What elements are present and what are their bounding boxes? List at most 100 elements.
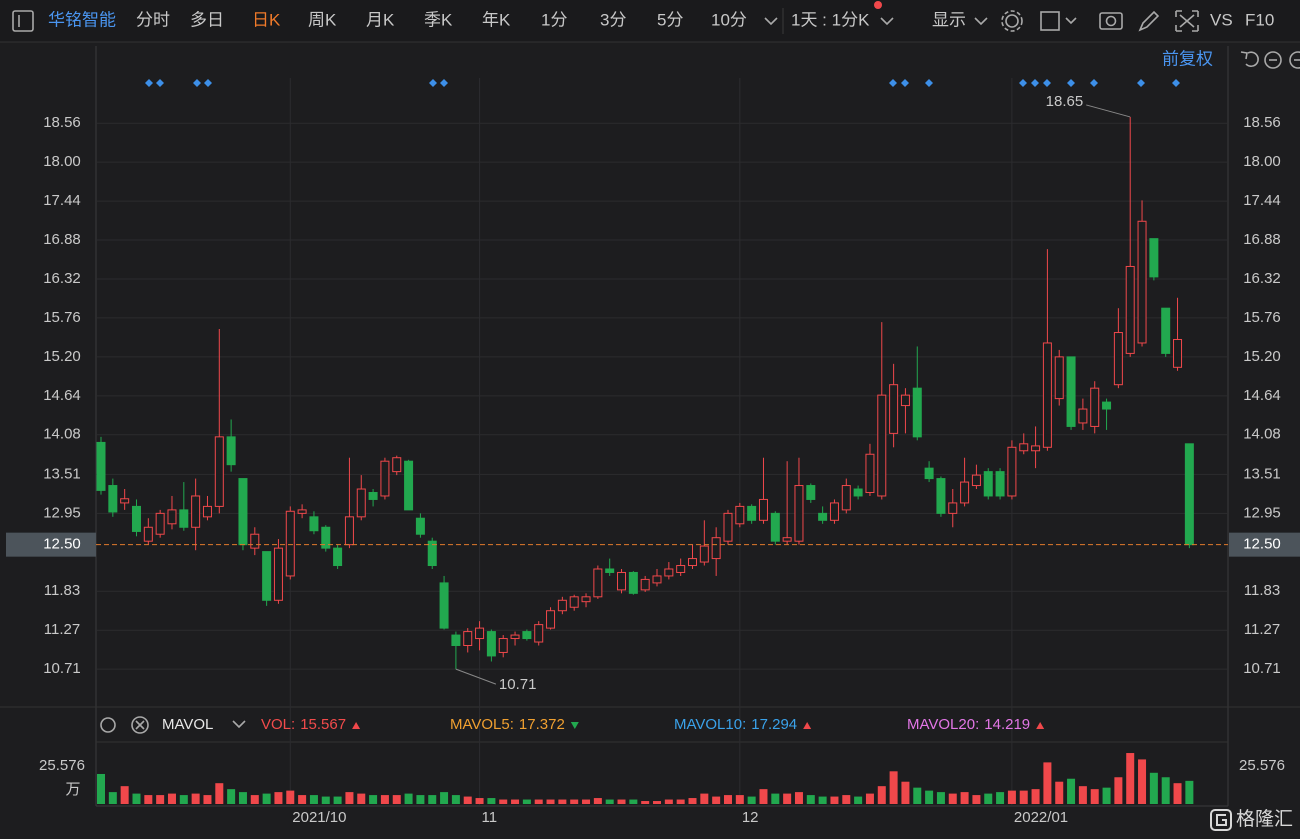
candle-body [155,512,165,535]
y-tick-label-right: 14.08 [1243,426,1281,443]
display-select[interactable]: 显示 [932,10,966,29]
y-tick-label: 14.08 [43,426,81,443]
volume-bar [1185,780,1194,804]
candle-body [699,545,709,563]
volume-bar [1126,753,1135,804]
volume-bar [771,793,780,804]
fullscreen-icon[interactable] [1175,10,1199,32]
candle-body [1066,356,1076,427]
event-marker [1031,79,1039,87]
candle-body [392,457,402,473]
volume-bar [156,795,165,804]
legend-trend [1036,722,1045,729]
candle-body [818,512,828,521]
more-chevron[interactable] [764,17,778,26]
candle-body [309,516,319,532]
indicator-settings[interactable] [100,717,116,733]
y-tick-label-right: 15.20 [1243,348,1281,365]
period-tab[interactable]: 3分 [600,10,626,29]
volume-bar [960,792,969,804]
period-tab[interactable]: 年K [482,10,511,29]
y-tick-label-right: 14.64 [1243,387,1281,404]
candle-body [688,558,697,567]
sidebar-toggle[interactable] [12,10,34,32]
volume-bar [936,792,945,804]
box-chevron[interactable] [1065,17,1077,25]
candle-body [865,453,875,493]
candle-body [1019,443,1029,452]
y-tick-label-right: 11.27 [1244,621,1280,638]
volume-bar [1090,789,1099,804]
candle-body [96,441,106,491]
y-tick-label-right: 10.71 [1243,660,1281,677]
candle-body [214,436,224,507]
legend-name: MAVOL10: [674,716,746,733]
y-tick-label: 10.71 [43,660,81,677]
volume-tick-label-right: 25.576 [1239,757,1285,774]
candle-body [900,394,910,407]
candle-body [1125,265,1135,354]
volume-bar [1055,781,1064,804]
y-tick-label: 13.51 [43,465,81,482]
period-chevron[interactable] [880,17,894,26]
period-tab[interactable]: 10分 [711,10,747,29]
volume-bar [925,790,934,804]
period-tab[interactable]: 日K [252,10,281,29]
x-tick-label: 12 [742,809,759,826]
volume-bar [108,792,117,804]
volume-bar [191,793,200,804]
last-price-label-right: 12.50 [1243,536,1281,553]
event-marker [1090,79,1098,87]
legend-value: 14.219 [984,716,1030,733]
stock-name[interactable]: 华铭智能 [48,10,116,29]
volume-bar [889,771,898,804]
indicator-close[interactable] [131,716,149,734]
volume-bar [972,795,981,804]
y-tick-label: 15.76 [43,309,81,326]
period-tab[interactable]: 多日 [190,10,224,29]
pen-icon[interactable] [1138,10,1160,32]
period-tab[interactable]: 1分 [541,10,567,29]
period-tab[interactable]: 月K [366,10,395,29]
vs-button[interactable]: VS [1210,10,1233,29]
candle-body [380,460,390,497]
y-tick-label-right: 12.95 [1243,504,1281,521]
candle-body [273,547,283,601]
period-tab[interactable]: 分时 [136,10,170,29]
indicator-chevron[interactable] [232,720,246,729]
volume-bar [723,795,732,804]
volume-bar [842,795,851,804]
event-marker [156,79,164,87]
period-tab[interactable]: 季K [424,10,453,29]
legend-name: MAVOL20: [907,716,979,733]
period-tab[interactable]: 周K [308,10,337,29]
candle-body [404,460,414,511]
candle-body [593,568,603,598]
candle-body [664,568,674,577]
undo-icon[interactable] [1240,51,1259,68]
volume-bar [1019,790,1028,804]
volume-bar [1043,762,1052,804]
volume-bar [605,799,614,804]
y-tick-label-right: 18.00 [1243,153,1281,170]
adjust-select[interactable]: 前复权 [1162,49,1213,68]
settings-gear [1001,10,1023,32]
candle-body [285,510,295,577]
legend-value: 15.567 [300,716,346,733]
settings-icon[interactable] [1005,14,1019,28]
volume-bar [984,793,993,804]
f10-button[interactable]: F10 [1245,10,1274,29]
zoom-in[interactable] [1289,51,1300,69]
display-chevron[interactable] [974,17,988,26]
candle-body [226,436,236,466]
event-marker [925,79,933,87]
zoom-out[interactable] [1264,51,1282,69]
candle-body [510,634,520,640]
period-tab[interactable]: 5分 [657,10,683,29]
volume-bar [664,799,673,804]
indicator-name[interactable]: MAVOL [162,716,213,733]
camera-icon[interactable] [1099,12,1123,30]
period-select[interactable]: 1天 : 1分K [791,10,870,29]
box-icon[interactable] [1040,11,1060,31]
